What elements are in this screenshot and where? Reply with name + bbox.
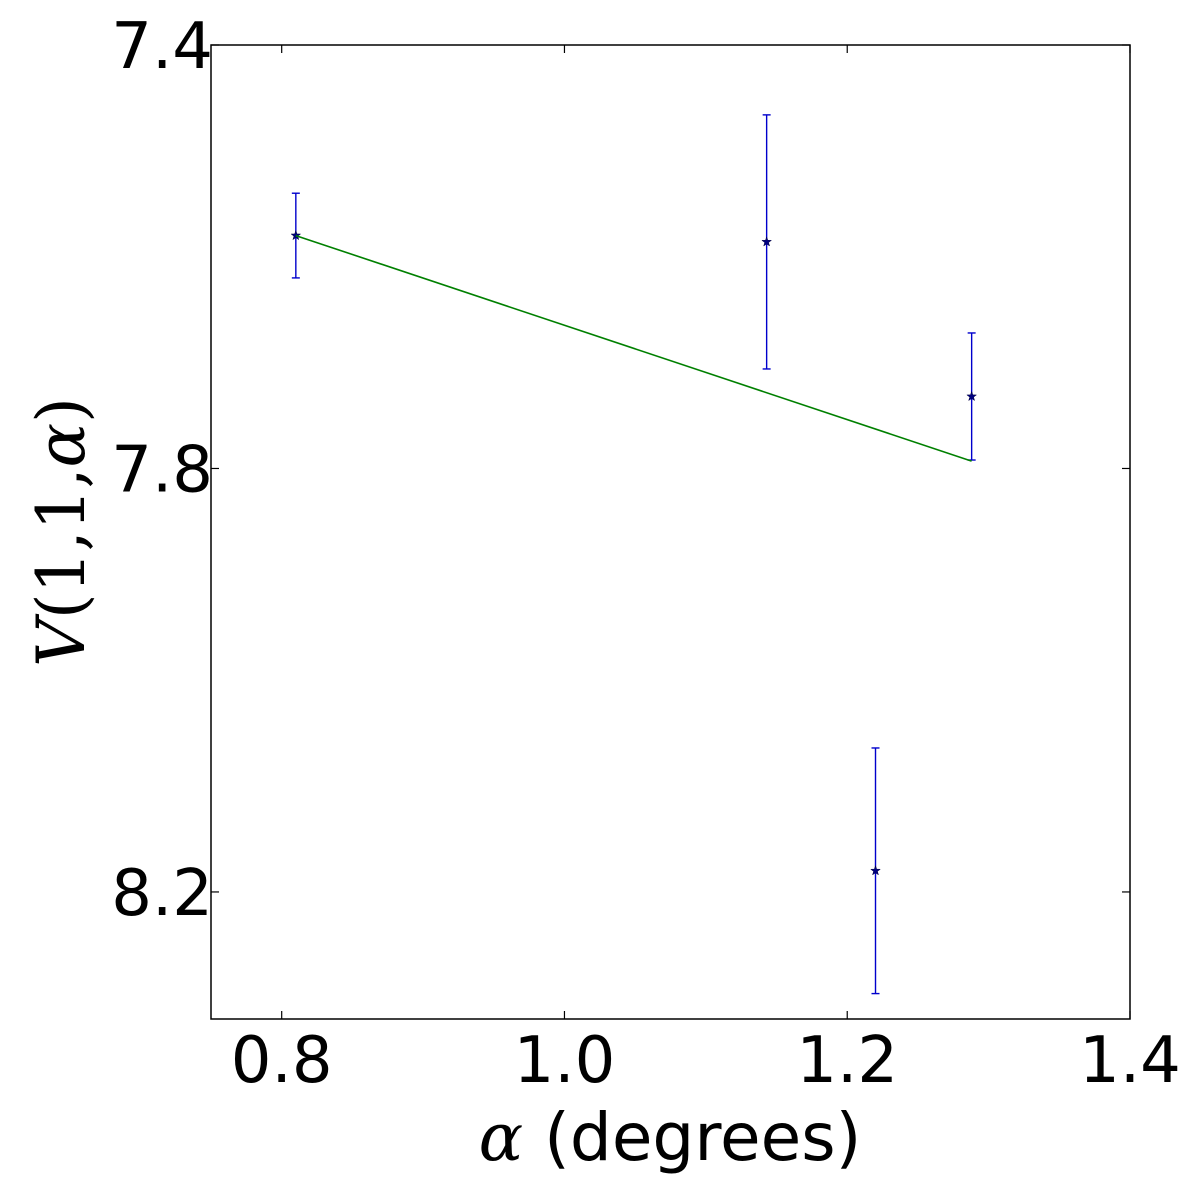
y-axis-label: V(1,1,α) (23, 397, 100, 667)
x-tick-label: 1.0 (514, 1024, 616, 1098)
plot-frame (210, 44, 1131, 1020)
data-point (761, 236, 773, 247)
x-tick-label: 1.2 (796, 1024, 898, 1098)
x-axis-label: α (degrees) (479, 1099, 862, 1176)
fit-line (295, 234, 972, 462)
chart-marks (290, 114, 978, 995)
axis-ticks: 0.8 1.0 1.2 1.4 7.4 7.8 8.2 (111, 10, 1181, 1098)
y-tick-label: 8.2 (111, 857, 213, 931)
data-point (870, 865, 881, 876)
x-tick-label: 1.4 (1079, 1024, 1181, 1098)
data-point (966, 390, 978, 402)
data-point (290, 229, 302, 241)
y-tick-label: 7.8 (111, 433, 213, 507)
x-tick-label: 0.8 (231, 1024, 333, 1098)
y-tick-label: 7.4 (111, 10, 213, 84)
